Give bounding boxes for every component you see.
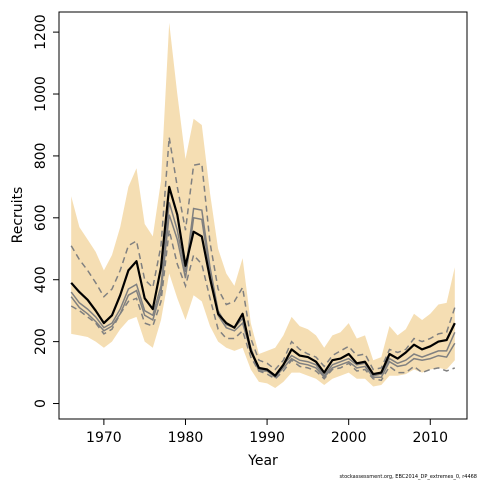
footnote: stockassessment.org, EBC2014_DP_extremes… — [340, 474, 478, 480]
x-tick-label-2000: 2000 — [331, 430, 367, 446]
upper-dashed-line — [70, 137, 456, 371]
y-tick-label-200: 200 — [33, 328, 49, 355]
plot-frame — [58, 11, 468, 420]
x-axis-title: Year — [247, 453, 278, 469]
x-tick-label-1990: 1990 — [249, 430, 285, 446]
plot-layer — [70, 22, 456, 389]
confidence-band — [71, 22, 455, 389]
x-tick-label-1970: 1970 — [86, 430, 122, 446]
x-tick-label-1980: 1980 — [168, 430, 204, 446]
median-line — [70, 185, 456, 377]
axes-layer: 1970 1980 1990 2000 2010 0 200 400 600 800 1000 120… — [33, 14, 448, 446]
y-tick-label-400: 400 — [33, 266, 49, 293]
x-tick-label-2010: 2010 — [412, 430, 448, 446]
lower-dashed-line — [70, 230, 456, 382]
y-axis-title: Recruits — [10, 187, 26, 244]
inner-lower-line — [70, 214, 456, 379]
y-tick-label-1200: 1200 — [33, 14, 49, 50]
y-tick-label-800: 800 — [33, 143, 49, 170]
y-tick-label-600: 600 — [33, 204, 49, 231]
y-tick-label-1000: 1000 — [33, 76, 49, 112]
y-tick-label-0: 0 — [33, 399, 49, 408]
